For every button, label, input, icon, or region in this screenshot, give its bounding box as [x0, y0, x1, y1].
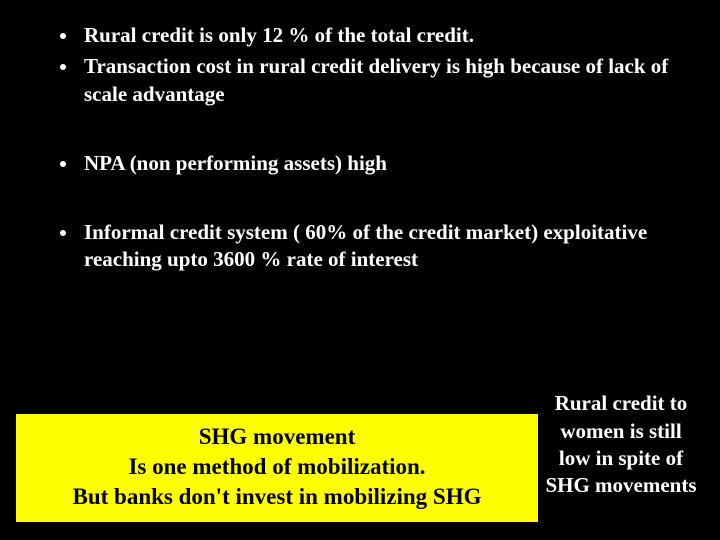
bullet-text: Transaction cost in rural credit deliver… [84, 53, 670, 108]
bullet-icon [60, 33, 66, 39]
highlight-box: SHG movement Is one method of mobilizati… [16, 414, 538, 522]
bullet-icon [60, 64, 66, 70]
highlight-line: Is one method of mobilization. [22, 452, 532, 482]
bottom-row: SHG movement Is one method of mobilizati… [16, 414, 708, 522]
bullet-item: Informal credit system ( 60% of the cred… [60, 219, 670, 274]
bullet-text: Informal credit system ( 60% of the cred… [84, 219, 670, 274]
bullet-text: NPA (non performing assets) high [84, 150, 670, 177]
bullet-item: Rural credit is only 12 % of the total c… [60, 22, 670, 49]
side-note: Rural credit to women is still low in sp… [538, 390, 698, 499]
bullet-icon [60, 230, 66, 236]
bullet-text: Rural credit is only 12 % of the total c… [84, 22, 670, 49]
highlight-line: But banks don't invest in mobilizing SHG [22, 482, 532, 512]
highlight-line: SHG movement [22, 422, 532, 452]
bullet-item: Transaction cost in rural credit deliver… [60, 53, 670, 108]
bullet-list: Rural credit is only 12 % of the total c… [0, 0, 720, 274]
bullet-item: NPA (non performing assets) high [60, 150, 670, 177]
bullet-icon [60, 161, 66, 167]
